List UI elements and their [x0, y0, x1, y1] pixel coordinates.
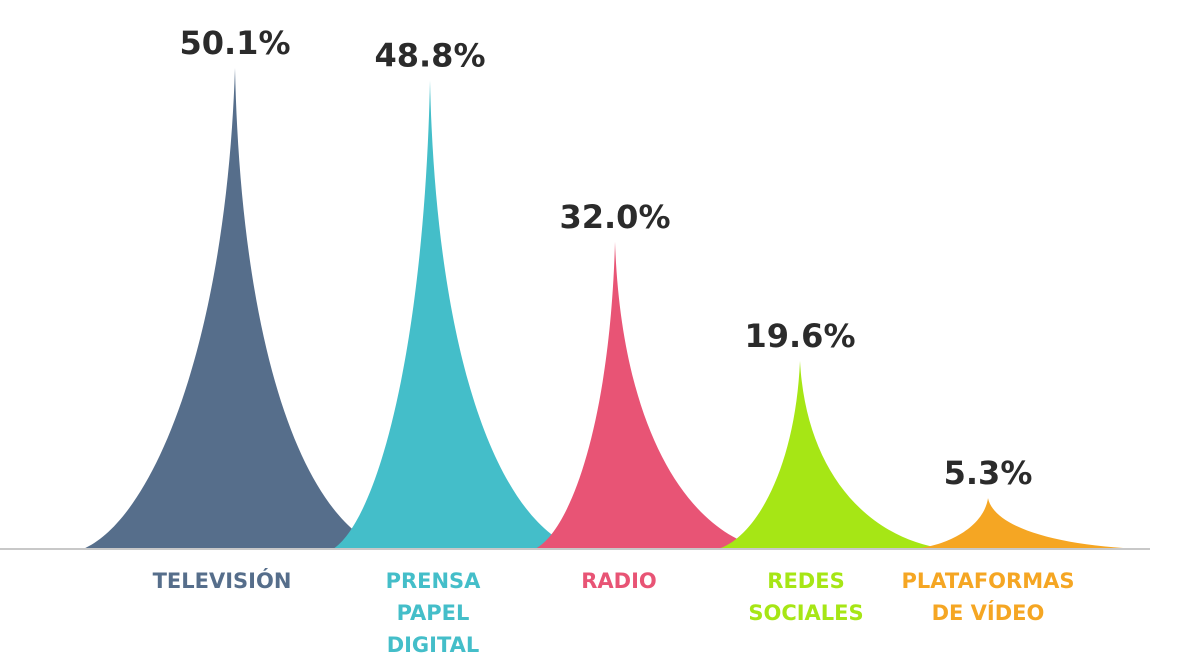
value-labels-layer: 50.1% 48.8% 32.0% 19.6% 5.3%: [179, 24, 1032, 492]
peaks-layer: [83, 68, 1143, 549]
category-label-line: PRENSA: [386, 569, 482, 593]
peak-4: [718, 360, 945, 549]
category-label-line: PLATAFORMAS: [902, 569, 1075, 593]
peak-3: [535, 241, 765, 549]
category-label-line: RADIO: [581, 569, 657, 593]
peak-1: [83, 68, 385, 549]
category-label-4: REDES SOCIALES: [748, 569, 863, 625]
value-label-5: 5.3%: [944, 454, 1033, 492]
category-label-1: TELEVISIÓN: [153, 568, 292, 593]
category-label-2: PRENSA PAPEL DIGITAL: [386, 569, 482, 657]
category-label-line: SOCIALES: [748, 601, 863, 625]
category-label-line: TELEVISIÓN: [153, 568, 292, 593]
category-label-3: RADIO: [581, 569, 657, 593]
peak-2: [333, 80, 578, 549]
category-labels-layer: TELEVISIÓN PRENSA PAPEL DIGITAL RADIO REDES SO…: [153, 568, 1075, 657]
value-label-3: 32.0%: [559, 198, 670, 236]
peak-5: [913, 498, 1143, 549]
value-label-4: 19.6%: [744, 317, 855, 355]
category-label-line: REDES: [767, 569, 844, 593]
value-label-1: 50.1%: [179, 24, 290, 62]
category-label-line: DIGITAL: [387, 633, 480, 657]
value-label-2: 48.8%: [374, 36, 485, 74]
category-label-line: PAPEL: [397, 601, 470, 625]
category-label-5: PLATAFORMAS DE VÍDEO: [902, 569, 1075, 625]
category-label-line: DE VÍDEO: [932, 600, 1045, 625]
